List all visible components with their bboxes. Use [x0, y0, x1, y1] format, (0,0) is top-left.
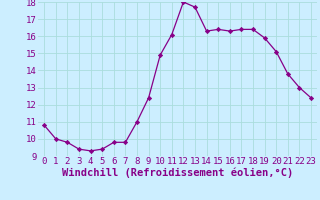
- X-axis label: Windchill (Refroidissement éolien,°C): Windchill (Refroidissement éolien,°C): [62, 168, 293, 178]
